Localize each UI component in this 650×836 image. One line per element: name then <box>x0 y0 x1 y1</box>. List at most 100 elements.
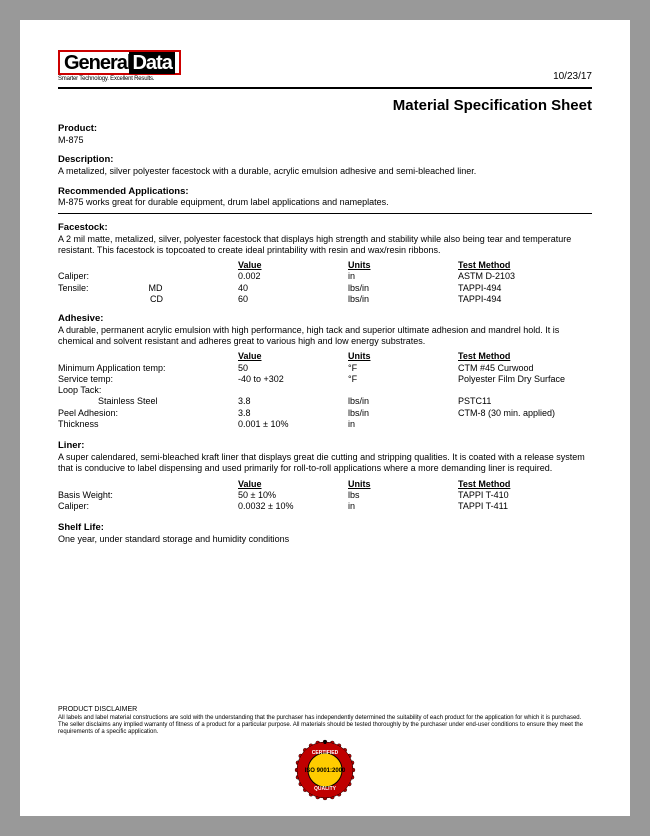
disclaimer-title: PRODUCT DISCLAIMER <box>58 706 592 715</box>
spec-sheet-page: GeneralData Smarter Technology. Excellen… <box>20 20 630 816</box>
adhesive-label: Adhesive: <box>58 313 592 325</box>
table-row: Tensile:MD 40 lbs/in TAPPI-494 <box>58 283 592 294</box>
facestock-table: Value Units Test Method Caliper: 0.002 i… <box>58 260 592 305</box>
document-date: 10/23/17 <box>553 71 592 84</box>
col-method-header: Test Method <box>458 351 592 362</box>
facestock-label: Facestock: <box>58 222 592 234</box>
col-units-header: Units <box>348 260 458 271</box>
row-label: Tensile:MD <box>58 283 238 294</box>
row-label: CD <box>58 294 238 305</box>
col-value-header: Value <box>238 351 348 362</box>
row-label: Loop Tack: <box>58 385 238 396</box>
row-units <box>348 385 458 396</box>
disclaimer-text: All labels and label material constructi… <box>58 715 592 736</box>
divider-thin <box>58 213 592 214</box>
row-value: 3.8 <box>238 408 348 419</box>
row-method: CTM #45 Curwood <box>458 363 592 374</box>
company-logo: GeneralData Smarter Technology. Excellen… <box>58 50 181 84</box>
shelf-label: Shelf Life: <box>58 522 592 534</box>
liner-desc: A super calendared, semi-bleached kraft … <box>58 452 592 475</box>
col-value-header: Value <box>238 260 348 271</box>
col-value-header: Value <box>238 479 348 490</box>
row-units: °F <box>348 363 458 374</box>
header-row: GeneralData Smarter Technology. Excellen… <box>58 50 592 84</box>
row-label: Peel Adhesion: <box>58 408 238 419</box>
table-header-row: Value Units Test Method <box>58 260 592 271</box>
adhesive-desc: A durable, permanent acrylic emulsion wi… <box>58 325 592 348</box>
row-units: lbs/in <box>348 408 458 419</box>
disclaimer-block: PRODUCT DISCLAIMER All labels and label … <box>58 706 592 736</box>
col-units-header: Units <box>348 479 458 490</box>
table-header-row: Value Units Test Method <box>58 479 592 490</box>
table-row: Peel Adhesion: 3.8 lbs/in CTM-8 (30 min.… <box>58 408 592 419</box>
row-label: Caliper: <box>58 271 238 282</box>
row-method: TAPPI T-411 <box>458 501 592 512</box>
table-row: Minimum Application temp: 50 °F CTM #45 … <box>58 363 592 374</box>
logo-tagline: Smarter Technology. Excellent Results. <box>58 76 181 84</box>
table-row: Thickness 0.001 ± 10% in <box>58 419 592 430</box>
table-row: Caliper: 0.002 in ASTM D-2103 <box>58 271 592 282</box>
row-method: ASTM D-2103 <box>458 271 592 282</box>
col-units-header: Units <box>348 351 458 362</box>
row-method <box>458 419 592 430</box>
row-label: Basis Weight: <box>58 490 238 501</box>
col-method-header: Test Method <box>458 479 592 490</box>
row-method: TAPPI-494 <box>458 294 592 305</box>
row-units: °F <box>348 374 458 385</box>
row-method: CTM-8 (30 min. applied) <box>458 408 592 419</box>
facestock-desc: A 2 mil matte, metalized, silver, polyes… <box>58 234 592 257</box>
divider-thick <box>58 87 592 89</box>
row-method: PSTC11 <box>458 396 592 407</box>
row-label: Service temp: <box>58 374 238 385</box>
table-row: Stainless Steel 3.8 lbs/in PSTC11 <box>58 396 592 407</box>
row-value: 60 <box>238 294 348 305</box>
table-row: CD 60 lbs/in TAPPI-494 <box>58 294 592 305</box>
row-value: 50 <box>238 363 348 374</box>
iso-bot-text: QUALITY <box>314 786 337 792</box>
row-label: Minimum Application temp: <box>58 363 238 374</box>
row-value: -40 to +302 <box>238 374 348 385</box>
row-label: Stainless Steel <box>58 396 238 407</box>
row-units: lbs <box>348 490 458 501</box>
iso-top-text: CERTIFIED <box>312 750 339 756</box>
row-value: 50 ± 10% <box>238 490 348 501</box>
row-value: 0.002 <box>238 271 348 282</box>
description-label: Description: <box>58 154 592 166</box>
table-row: Service temp: -40 to +302 °F Polyester F… <box>58 374 592 385</box>
row-units: lbs/in <box>348 294 458 305</box>
recommended-value: M-875 works great for durable equipment,… <box>58 197 592 208</box>
row-value <box>238 385 348 396</box>
col-method-header: Test Method <box>458 260 592 271</box>
row-units: in <box>348 271 458 282</box>
table-row: Loop Tack: <box>58 385 592 396</box>
row-units: in <box>348 501 458 512</box>
table-row: Basis Weight: 50 ± 10% lbs TAPPI T-410 <box>58 490 592 501</box>
logo-box: GeneralData <box>58 50 181 75</box>
row-units: lbs/in <box>348 283 458 294</box>
row-label: Thickness <box>58 419 238 430</box>
logo-word-data: Data <box>129 52 174 74</box>
liner-table: Value Units Test Method Basis Weight: 50… <box>58 479 592 513</box>
row-value: 40 <box>238 283 348 294</box>
row-value: 0.001 ± 10% <box>238 419 348 430</box>
liner-label: Liner: <box>58 440 592 452</box>
shelf-value: One year, under standard storage and hum… <box>58 534 592 545</box>
table-row: Caliper: 0.0032 ± 10% in TAPPI T-411 <box>58 501 592 512</box>
recommended-label: Recommended Applications: <box>58 186 592 198</box>
iso-mid-text: ISO 9001:2000 <box>305 768 346 774</box>
row-method <box>458 385 592 396</box>
row-units: lbs/in <box>348 396 458 407</box>
row-method: Polyester Film Dry Surface <box>458 374 592 385</box>
row-value: 0.0032 ± 10% <box>238 501 348 512</box>
row-method: TAPPI-494 <box>458 283 592 294</box>
document-title: Material Specification Sheet <box>58 97 592 116</box>
product-value: M-875 <box>58 135 592 146</box>
description-value: A metalized, silver polyester facestock … <box>58 166 592 177</box>
row-method: TAPPI T-410 <box>458 490 592 501</box>
iso-badge-icon: CERTIFIED ISO 9001:2000 QUALITY <box>294 739 356 804</box>
product-label: Product: <box>58 123 592 135</box>
logo-word-general: General <box>64 52 131 74</box>
row-units: in <box>348 419 458 430</box>
row-label: Caliper: <box>58 501 238 512</box>
adhesive-table: Value Units Test Method Minimum Applicat… <box>58 351 592 430</box>
